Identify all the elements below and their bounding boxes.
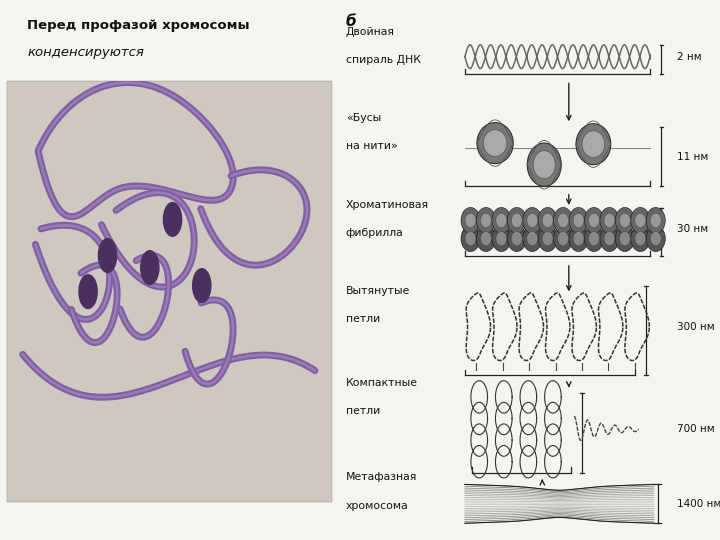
Text: 30 нм: 30 нм	[677, 225, 708, 234]
Text: Метафазная: Метафазная	[346, 472, 417, 483]
Ellipse shape	[461, 226, 480, 252]
Ellipse shape	[604, 232, 615, 246]
Text: фибрилла: фибрилла	[346, 228, 403, 238]
Ellipse shape	[477, 123, 513, 164]
Text: «Бусы: «Бусы	[346, 113, 381, 124]
Ellipse shape	[480, 213, 491, 227]
Ellipse shape	[616, 207, 634, 233]
Ellipse shape	[538, 207, 557, 233]
Ellipse shape	[588, 213, 600, 227]
Ellipse shape	[508, 226, 526, 252]
Ellipse shape	[527, 213, 538, 227]
Ellipse shape	[647, 226, 665, 252]
Ellipse shape	[483, 130, 507, 157]
Ellipse shape	[496, 213, 507, 227]
Text: на нити»: на нити»	[346, 141, 397, 152]
Ellipse shape	[465, 213, 476, 227]
Text: конденсируются: конденсируются	[27, 46, 144, 59]
Ellipse shape	[523, 226, 541, 252]
Ellipse shape	[585, 207, 603, 233]
Ellipse shape	[616, 226, 634, 252]
Ellipse shape	[619, 213, 630, 227]
Ellipse shape	[650, 232, 661, 246]
Ellipse shape	[585, 226, 603, 252]
Ellipse shape	[527, 143, 562, 186]
Ellipse shape	[582, 131, 605, 158]
Ellipse shape	[496, 232, 507, 246]
Ellipse shape	[604, 213, 615, 227]
Circle shape	[193, 269, 211, 302]
Text: Компактные: Компактные	[346, 378, 418, 388]
Ellipse shape	[558, 213, 569, 227]
Circle shape	[163, 202, 181, 236]
Ellipse shape	[538, 226, 557, 252]
Ellipse shape	[461, 207, 480, 233]
Circle shape	[99, 239, 117, 272]
Ellipse shape	[511, 232, 522, 246]
Bar	[7, 81, 332, 502]
Ellipse shape	[600, 207, 619, 233]
Ellipse shape	[631, 207, 650, 233]
Ellipse shape	[527, 232, 538, 246]
Ellipse shape	[619, 232, 630, 246]
Text: Хроматиновая: Хроматиновая	[346, 200, 429, 210]
Text: спираль ДНК: спираль ДНК	[346, 55, 420, 65]
Ellipse shape	[569, 207, 588, 233]
Text: б: б	[346, 14, 356, 29]
Ellipse shape	[534, 151, 555, 179]
Ellipse shape	[588, 232, 600, 246]
Ellipse shape	[573, 213, 584, 227]
Ellipse shape	[576, 124, 611, 165]
Ellipse shape	[492, 226, 511, 252]
Ellipse shape	[573, 232, 584, 246]
Text: 2 нм: 2 нм	[677, 52, 701, 62]
Ellipse shape	[650, 213, 661, 227]
Text: 11 нм: 11 нм	[677, 152, 708, 161]
Ellipse shape	[477, 207, 495, 233]
Ellipse shape	[554, 207, 572, 233]
Text: Перед профазой хромосомы: Перед профазой хромосомы	[27, 19, 250, 32]
Text: хромосома: хромосома	[346, 501, 408, 511]
Ellipse shape	[477, 226, 495, 252]
Ellipse shape	[523, 207, 541, 233]
Ellipse shape	[569, 226, 588, 252]
Ellipse shape	[635, 232, 646, 246]
Ellipse shape	[480, 232, 491, 246]
Ellipse shape	[492, 207, 511, 233]
Text: Вытянутые: Вытянутые	[346, 286, 410, 296]
Text: Двойная: Двойная	[346, 27, 395, 37]
Text: 1400 нм: 1400 нм	[677, 499, 720, 509]
Text: петли: петли	[346, 406, 380, 416]
Ellipse shape	[600, 226, 619, 252]
Ellipse shape	[465, 232, 476, 246]
Ellipse shape	[508, 207, 526, 233]
Ellipse shape	[647, 207, 665, 233]
Text: петли: петли	[346, 314, 380, 325]
Ellipse shape	[558, 232, 569, 246]
Ellipse shape	[631, 226, 650, 252]
Ellipse shape	[554, 226, 572, 252]
Ellipse shape	[542, 213, 553, 227]
Circle shape	[140, 251, 159, 285]
Text: 700 нм: 700 нм	[677, 424, 714, 434]
Ellipse shape	[635, 213, 646, 227]
Ellipse shape	[542, 232, 553, 246]
Ellipse shape	[511, 213, 522, 227]
Text: 300 нм: 300 нм	[677, 322, 714, 332]
Circle shape	[79, 275, 97, 308]
